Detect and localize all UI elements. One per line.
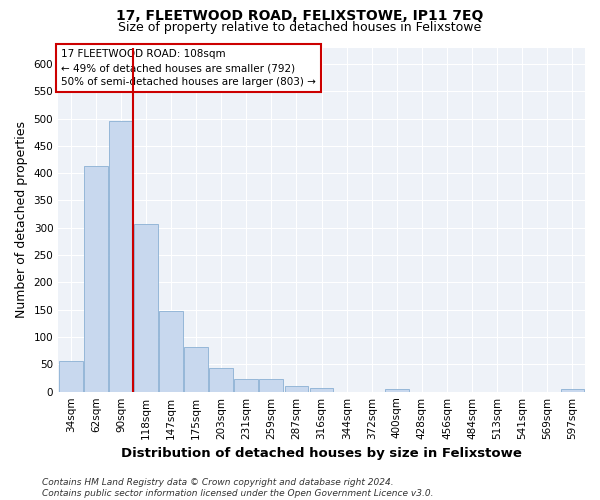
Bar: [235, 379, 258, 392]
Text: Size of property relative to detached houses in Felixstowe: Size of property relative to detached ho…: [118, 21, 482, 34]
Bar: [560, 389, 584, 392]
X-axis label: Distribution of detached houses by size in Felixstowe: Distribution of detached houses by size …: [121, 447, 522, 460]
Bar: [310, 388, 334, 392]
Bar: [259, 378, 283, 392]
Text: 17 FLEETWOOD ROAD: 108sqm
← 49% of detached houses are smaller (792)
50% of semi: 17 FLEETWOOD ROAD: 108sqm ← 49% of detac…: [61, 49, 316, 87]
Bar: [209, 368, 233, 392]
Bar: [284, 386, 308, 392]
Bar: [159, 311, 183, 392]
Text: Contains HM Land Registry data © Crown copyright and database right 2024.
Contai: Contains HM Land Registry data © Crown c…: [42, 478, 433, 498]
Bar: [109, 122, 133, 392]
Y-axis label: Number of detached properties: Number of detached properties: [15, 121, 28, 318]
Bar: [59, 360, 83, 392]
Bar: [84, 166, 108, 392]
Text: 17, FLEETWOOD ROAD, FELIXSTOWE, IP11 7EQ: 17, FLEETWOOD ROAD, FELIXSTOWE, IP11 7EQ: [116, 9, 484, 23]
Bar: [134, 224, 158, 392]
Bar: [385, 389, 409, 392]
Bar: [184, 347, 208, 392]
